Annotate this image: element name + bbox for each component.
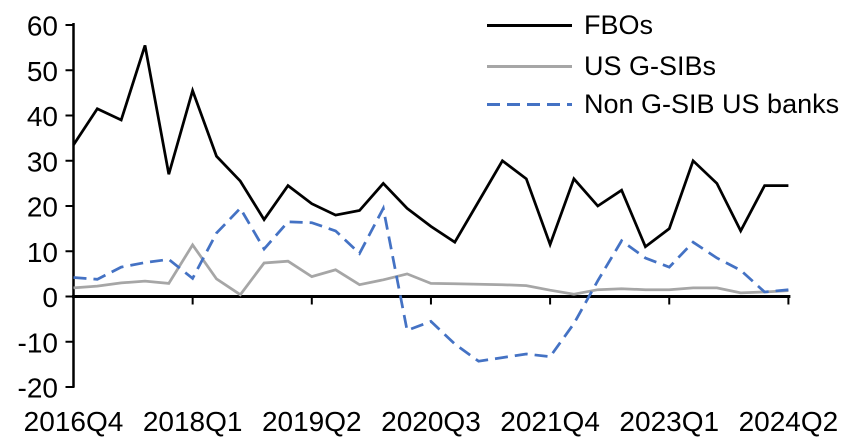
y-tick-label: 30	[27, 146, 58, 177]
x-tick-label: 2018Q1	[143, 406, 243, 437]
series-line-non-g-sib-us-banks	[73, 204, 789, 363]
y-tick-label: 40	[27, 101, 58, 132]
y-tick-label: 50	[27, 56, 58, 87]
y-tick-label: 60	[27, 11, 58, 42]
x-tick-label: 2016Q4	[24, 406, 124, 437]
series-line-us-g-sibs	[73, 242, 789, 297]
x-tick-label: 2021Q4	[500, 406, 600, 437]
y-tick-label: 20	[27, 192, 58, 223]
y-tick-label: -10	[18, 327, 58, 358]
y-tick-label: 10	[27, 237, 58, 268]
x-tick-label: 2020Q3	[381, 406, 481, 437]
x-tick-label: 2024Q2	[739, 406, 839, 437]
y-tick-label: -20	[18, 373, 58, 404]
x-tick-label: 2019Q2	[262, 406, 362, 437]
series-line-fbos	[72, 44, 789, 249]
y-tick-label: 0	[42, 282, 58, 313]
x-tick-label: 2023Q1	[619, 406, 719, 437]
